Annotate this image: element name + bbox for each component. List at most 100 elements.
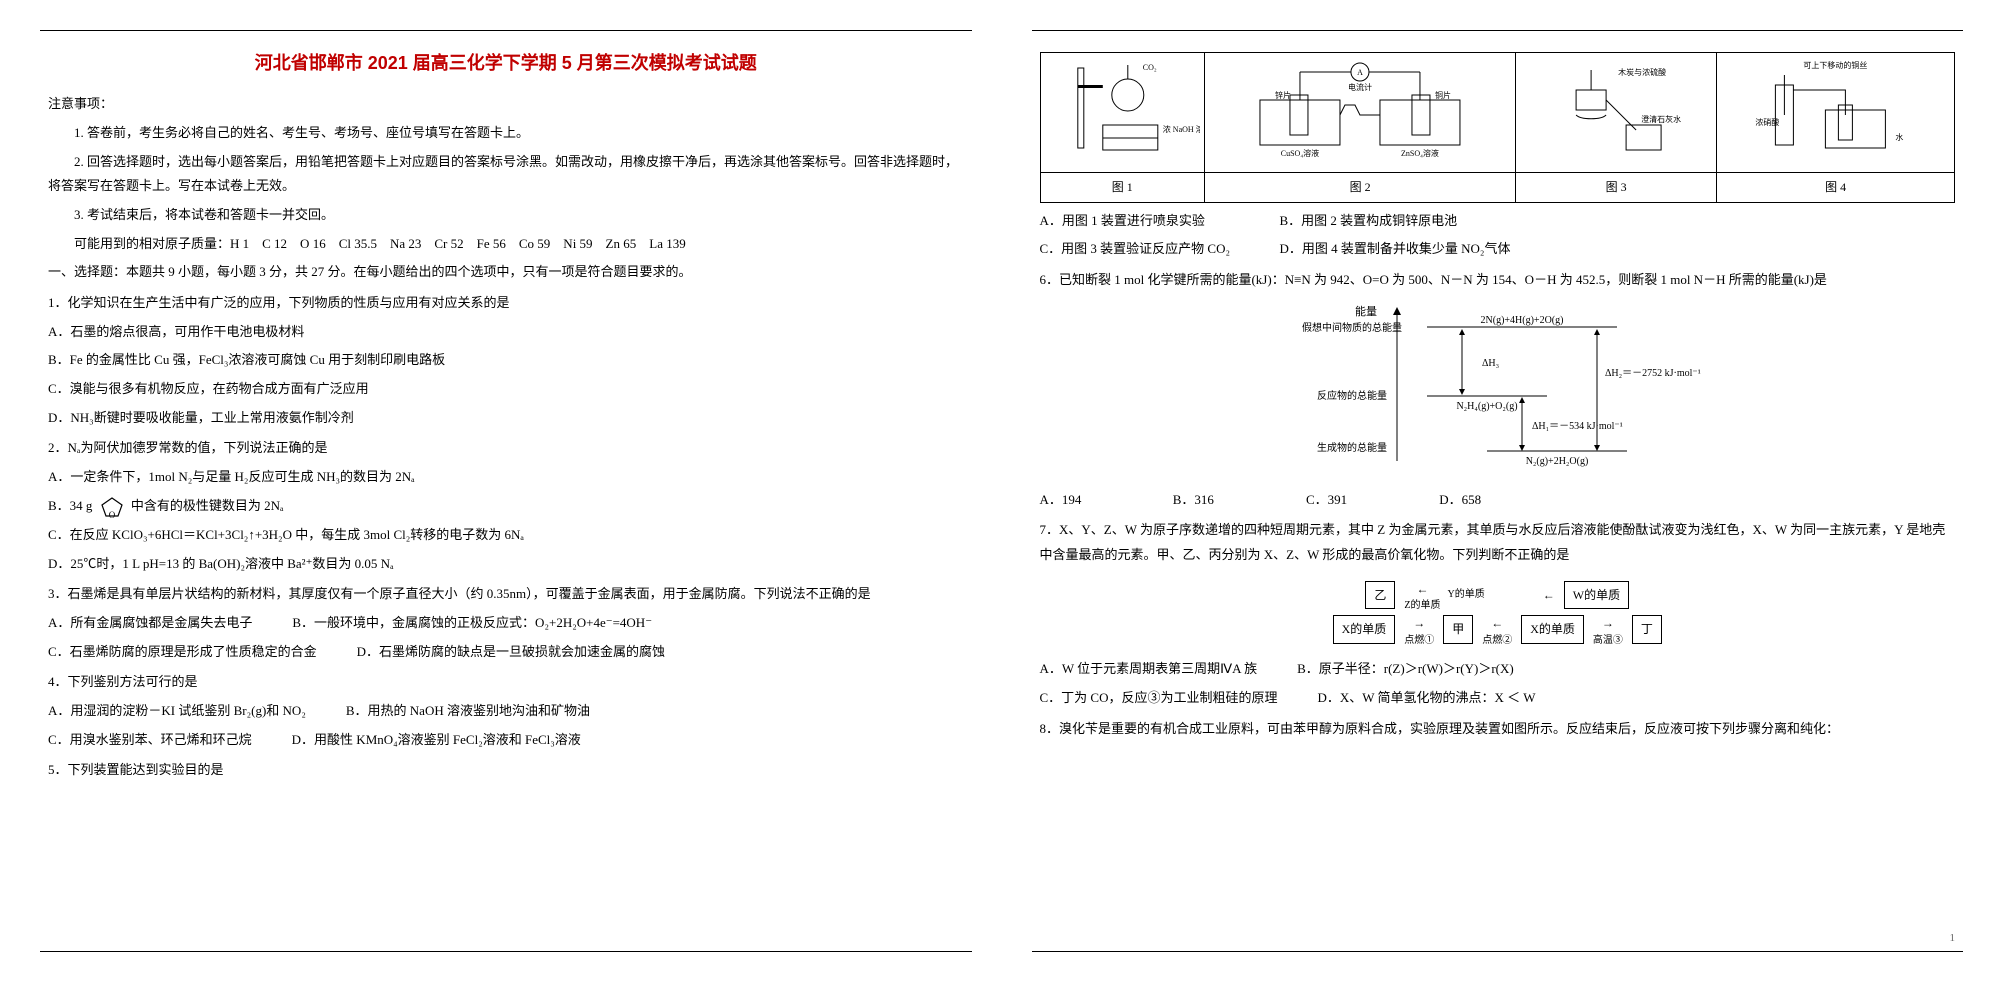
q7-row-1: A．W 位于元素周期表第三周期ⅣA 族 B．原子半径：r(Z)＞r(W)＞r(Y… [1040, 657, 1956, 682]
svg-text:水: 水 [1896, 132, 1904, 142]
q3-row-2: C．石墨烯防腐的原理是形成了性质稳定的合金 D．石墨烯防腐的缺点是一旦破损就会加… [48, 640, 964, 665]
q3-opt-b: B．一般环境中，金属腐蚀的正极反应式：O₂+2H₂O+4e⁻=4OH⁻ [292, 611, 652, 636]
fig2-cell: A 电流计 锌片 铜片 CuSO₄溶液 ZnSO₄溶液 [1205, 53, 1516, 173]
q4-opt-b: B．用热的 NaOH 溶液鉴别地沟油和矿物油 [346, 699, 590, 724]
fig3-svg: 木炭与浓硫酸 澄清石灰水 [1520, 60, 1712, 160]
q6-opt-c: C．391 [1306, 488, 1436, 513]
q7-row-2: C．丁为 CO，反应③为工业制粗硅的原理 D．X、W 简单氢化物的沸点：X ＜ … [1040, 686, 1956, 711]
fig1-caption: 图 1 [1040, 173, 1205, 203]
question-3: 3．石墨烯是具有单层片状结构的新材料，其厚度仅有一个原子直径大小（约 0.35n… [48, 582, 964, 607]
svg-text:假想中间物质的总能量: 假想中间物质的总能量 [1302, 321, 1402, 334]
q7-opt-d: D．X、W 简单氢化物的沸点：X ＜ W [1317, 686, 1535, 711]
flow-x2: X的单质 [1521, 615, 1584, 644]
q5-opt-d: D．用图 4 装置制备并收集少量 NO₂气体 [1280, 237, 1511, 262]
svg-text:能量: 能量 [1355, 304, 1377, 318]
fig4-cell: 可上下移动的铜丝 浓硝酸 水 [1717, 53, 1955, 173]
fig1-cell: CO₂ 浓 NaOH 溶液 [1040, 53, 1205, 173]
svg-text:2N(g)+4H(g)+2O(g): 2N(g)+4H(g)+2O(g) [1481, 315, 1564, 326]
svg-text:电流计: 电流计 [1348, 82, 1372, 92]
q3-opt-a: A．所有金属腐蚀都是金属失去电子 [48, 611, 252, 636]
q4-row-2: C．用溴水鉴别苯、环己烯和环己烷 D．用酸性 KMnO₄溶液鉴别 FeCl₂溶液… [48, 728, 964, 753]
svg-text:O: O [108, 510, 115, 519]
q6-options: A．194 B．316 C．391 D．658 [1040, 488, 1956, 513]
question-6: 6．已知断裂 1 mol 化学键所需的能量(kJ)：N≡N 为 942、O=O … [1040, 268, 1956, 293]
q2-opt-c: C．在反应 KClO₃+6HCl＝KCl+3Cl₂↑+3H₂O 中，每生成 3m… [48, 523, 964, 548]
flow-w: W的单质 [1564, 581, 1629, 610]
q7-opt-b: B．原子半径：r(Z)＞r(W)＞r(Y)＞r(X) [1297, 657, 1514, 682]
question-5: 5．下列装置能达到实验目的是 [48, 758, 964, 783]
flow-z: 乙 [1365, 581, 1395, 610]
q2b-post: 中含有的极性键数目为 2Nₐ [131, 498, 284, 513]
energy-svg: 能量 假想中间物质的总能量 2N(g)+4H(g)+2O(g) 反应物的总能量 … [1287, 301, 1707, 471]
q2-opt-a: A．一定条件下，1mol N₂与足量 H₂反应可生成 NH₃的数目为 2Nₐ [48, 465, 964, 490]
notice-3: 3. 考试结束后，将本试卷和答题卡一并交回。 [48, 203, 964, 228]
energy-diagram: 能量 假想中间物质的总能量 2N(g)+4H(g)+2O(g) 反应物的总能量 … [1040, 301, 1956, 480]
q6-opt-b: B．316 [1173, 488, 1303, 513]
svg-text:木炭与浓硫酸: 木炭与浓硫酸 [1618, 67, 1666, 77]
svg-text:N₂(g)+2H₂O(g): N₂(g)+2H₂O(g) [1526, 456, 1589, 467]
q1-opt-d: D．NH₃断键时要吸收能量，工业上常用液氨作制冷剂 [48, 406, 964, 431]
q7-opt-a: A．W 位于元素周期表第三周期ⅣA 族 [1040, 657, 1258, 682]
q6-opt-a: A．194 [1040, 488, 1170, 513]
q7-flow: 乙 ←Z的单质 Y的单质 ← W的单质 X的单质 →点燃① 甲 ←点燃② X的单… [1040, 578, 1956, 648]
q2-opt-d: D．25℃时，1 L pH=13 的 Ba(OH)₂溶液中 Ba²⁺数目为 0.… [48, 552, 964, 577]
q2b-pre: B．34 g [48, 498, 96, 513]
svg-text:反应物的总能量: 反应物的总能量 [1317, 389, 1387, 402]
exam-title: 河北省邯郸市 2021 届高三化学下学期 5 月第三次模拟考试试题 [48, 46, 964, 80]
question-8: 8．溴化苄是重要的有机合成工业原料，可由苯甲醇为原料合成，实验原理及装置如图所示… [1040, 717, 1956, 742]
svg-text:ΔH₃: ΔH₃ [1482, 358, 1499, 369]
q1-opt-b: B．Fe 的金属性比 Cu 强，FeCl₃浓溶液可腐蚀 Cu 用于刻制印刷电路板 [48, 348, 964, 373]
q5-options-row1: A．用图 1 装置进行喷泉实验 B．用图 2 装置构成铜锌原电池 [1040, 209, 1956, 234]
svg-text:生成物的总能量: 生成物的总能量 [1317, 441, 1387, 454]
fig4-caption: 图 4 [1717, 173, 1955, 203]
fig1-svg: CO₂ 浓 NaOH 溶液 [1045, 60, 1201, 160]
svg-text:CO₂: CO₂ [1142, 63, 1156, 72]
page-number: 1 [1950, 928, 1956, 949]
q2-opt-b: B．34 g O 中含有的极性键数目为 2Nₐ [48, 494, 964, 519]
notice-1: 1. 答卷前，考生务必将自己的姓名、考生号、考场号、座位号填写在答题卡上。 [48, 121, 964, 146]
atomic-masses: 可能用到的相对原子质量：H 1 C 12 O 16 Cl 35.5 Na 23 … [48, 232, 964, 257]
fig2-caption: 图 2 [1205, 173, 1516, 203]
q4-opt-c: C．用溴水鉴别苯、环己烯和环己烷 [48, 728, 252, 753]
question-2: 2．Nₐ为阿伏加德罗常数的值，下列说法正确的是 [48, 436, 964, 461]
question-4: 4．下列鉴别方法可行的是 [48, 670, 964, 695]
flow-mid: 甲 [1443, 615, 1473, 644]
fig3-cell: 木炭与浓硫酸 澄清石灰水 [1516, 53, 1717, 173]
q1-opt-c: C．溴能与很多有机物反应，在药物合成方面有广泛应用 [48, 377, 964, 402]
left-column: 河北省邯郸市 2021 届高三化学下学期 5 月第三次模拟考试试题 注意事项： … [40, 30, 972, 952]
q3-opt-d: D．石墨烯防腐的缺点是一旦破损就会加速金属的腐蚀 [357, 640, 665, 665]
svg-text:浓硝酸: 浓硝酸 [1756, 117, 1780, 127]
svg-text:澄清石灰水: 澄清石灰水 [1641, 114, 1681, 124]
q5-opt-c: C．用图 3 装置验证反应产物 CO₂ [1040, 237, 1240, 262]
svg-text:ΔH₁＝－534 kJ·mol⁻¹: ΔH₁＝－534 kJ·mol⁻¹ [1532, 421, 1623, 432]
svg-text:浓 NaOH 溶液: 浓 NaOH 溶液 [1162, 124, 1200, 134]
q5-options-row2: C．用图 3 装置验证反应产物 CO₂ D．用图 4 装置制备并收集少量 NO₂… [1040, 237, 1956, 262]
svg-text:A: A [1357, 68, 1363, 77]
fig4-svg: 可上下移动的铜丝 浓硝酸 水 [1721, 60, 1950, 160]
section-1-heading: 一、选择题：本题共 9 小题，每小题 3 分，共 27 分。在每小题给出的四个选… [48, 260, 964, 285]
q3-opt-c: C．石墨烯防腐的原理是形成了性质稳定的合金 [48, 640, 317, 665]
svg-text:锌片: 锌片 [1275, 90, 1291, 100]
fig3-caption: 图 3 [1516, 173, 1717, 203]
notice-2: 2. 回答选择题时，选出每小题答案后，用铅笔把答题卡上对应题目的答案标号涂黑。如… [48, 150, 964, 199]
q6-opt-d: D．658 [1439, 488, 1569, 513]
question-7: 7．X、Y、Z、W 为原子序数递增的四种短周期元素，其中 Z 为金属元素，其单质… [1040, 518, 1956, 567]
q3-row-1: A．所有金属腐蚀都是金属失去电子 B．一般环境中，金属腐蚀的正极反应式：O₂+2… [48, 611, 964, 636]
q4-row-1: A．用湿润的淀粉－KI 试纸鉴别 Br₂(g)和 NO₂ B．用热的 NaOH … [48, 699, 964, 724]
svg-text:ΔH₂＝－2752 kJ·mol⁻¹: ΔH₂＝－2752 kJ·mol⁻¹ [1605, 368, 1701, 379]
apparatus-table: CO₂ 浓 NaOH 溶液 A 电流计 [1040, 52, 1956, 203]
question-1: 1．化学知识在生产生活中有广泛的应用，下列物质的性质与应用有对应关系的是 [48, 291, 964, 316]
q5-opt-b: B．用图 2 装置构成铜锌原电池 [1280, 209, 1480, 234]
furan-icon: O [98, 495, 126, 519]
svg-text:铜片: 铜片 [1435, 90, 1451, 100]
flow-x: X的单质 [1333, 615, 1396, 644]
notice-heading: 注意事项： [48, 92, 964, 117]
svg-text:可上下移动的铜丝: 可上下移动的铜丝 [1804, 60, 1868, 70]
q7-opt-c: C．丁为 CO，反应③为工业制粗硅的原理 [1040, 686, 1278, 711]
fig2-svg: A 电流计 锌片 铜片 CuSO₄溶液 ZnSO₄溶液 [1209, 60, 1511, 160]
svg-text:CuSO₄溶液: CuSO₄溶液 [1281, 148, 1319, 158]
q4-opt-a: A．用湿润的淀粉－KI 试纸鉴别 Br₂(g)和 NO₂ [48, 699, 306, 724]
q5-opt-a: A．用图 1 装置进行喷泉实验 [1040, 209, 1240, 234]
right-column: CO₂ 浓 NaOH 溶液 A 电流计 [1032, 30, 1964, 952]
q1-opt-a: A．石墨的熔点很高，可用作干电池电极材料 [48, 320, 964, 345]
